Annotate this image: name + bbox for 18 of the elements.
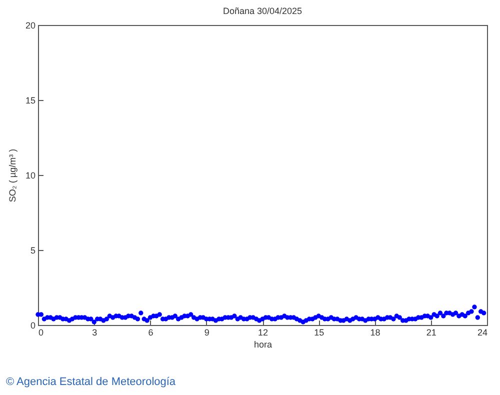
- x-tick-label: 24: [477, 328, 488, 338]
- x-tick-label: 21: [426, 328, 436, 338]
- x-tick-label: 9: [204, 328, 210, 338]
- y-tick-label: 15: [25, 96, 36, 106]
- y-tick-label: 10: [25, 170, 36, 180]
- y-tick-label: 5: [30, 246, 36, 256]
- y-axis-title: SO₂ ( µg/m³ ): [7, 148, 18, 202]
- x-axis-title: hora: [254, 340, 272, 350]
- y-tick-label: 0: [30, 320, 36, 330]
- x-tick-label: 15: [314, 328, 324, 338]
- x-tick-label: 6: [148, 328, 154, 338]
- chart-title: Doñana 30/04/2025: [222, 6, 302, 16]
- x-tick-label: 18: [370, 328, 380, 338]
- x-tick-label: 12: [258, 328, 268, 338]
- text: © Agencia Estatal de Meteorología: [6, 376, 176, 388]
- x-tick-label: 0: [38, 328, 44, 338]
- x-tick-label: 3: [92, 328, 98, 338]
- y-tick-label: 20: [25, 20, 36, 30]
